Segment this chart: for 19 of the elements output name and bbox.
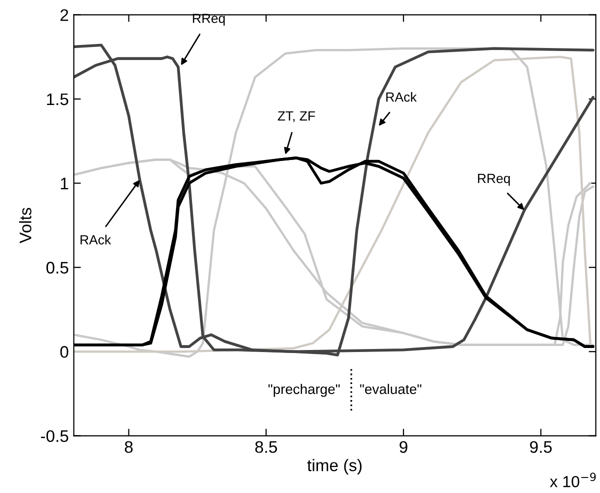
annotation: "evaluate" [360,384,422,394]
y-tick-label: 0 [60,346,68,358]
annotation: "precharge" [268,384,340,397]
text: x 10$^{−9}$ [550,472,596,488]
y-axis-title: Volts [19,208,32,244]
y-tick-label: 0.5 [46,262,68,274]
annotation: RReq [478,174,510,186]
annotation: RAck [80,234,112,244]
x-tick-label: 9.5 [530,441,552,453]
y-tick-label: 1.5 [47,94,68,106]
y-tick-label: 2 [60,9,68,21]
x-tick-label: 9 [400,441,408,453]
x-tick-label: 8.5 [255,441,278,453]
x-tick-label: 8 [124,441,133,453]
y-tick-label: 1 [60,178,68,190]
annotation: ZT, ZF [278,111,315,122]
x-axis-title: time (s) [307,458,362,475]
annotation: RAck [386,92,417,102]
y-tick-label: -0.5 [40,430,68,442]
